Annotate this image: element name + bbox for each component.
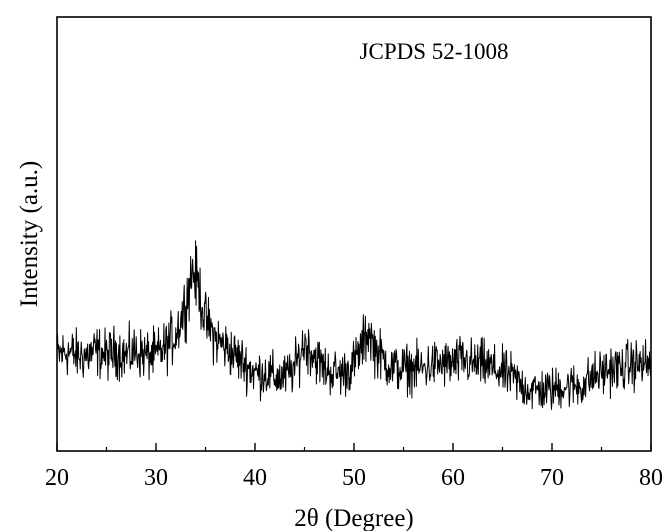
x-tick-label-50: 50	[342, 465, 366, 491]
x-tick-label-40: 40	[243, 465, 267, 491]
x-axis-title: 2θ (Degree)	[294, 505, 414, 531]
xrd-series-line-0	[56, 240, 652, 411]
jcpds-annotation: JCPDS 52-1008	[360, 39, 509, 64]
x-tick-label-80: 80	[639, 465, 663, 491]
plot-frame	[56, 16, 652, 452]
x-tick-label-70: 70	[540, 465, 564, 491]
y-axis-title: Intensity (a.u.)	[16, 161, 43, 307]
x-tick-label-30: 30	[144, 465, 168, 491]
x-tick-label-20: 20	[45, 465, 69, 491]
x-tick-label-60: 60	[441, 465, 465, 491]
